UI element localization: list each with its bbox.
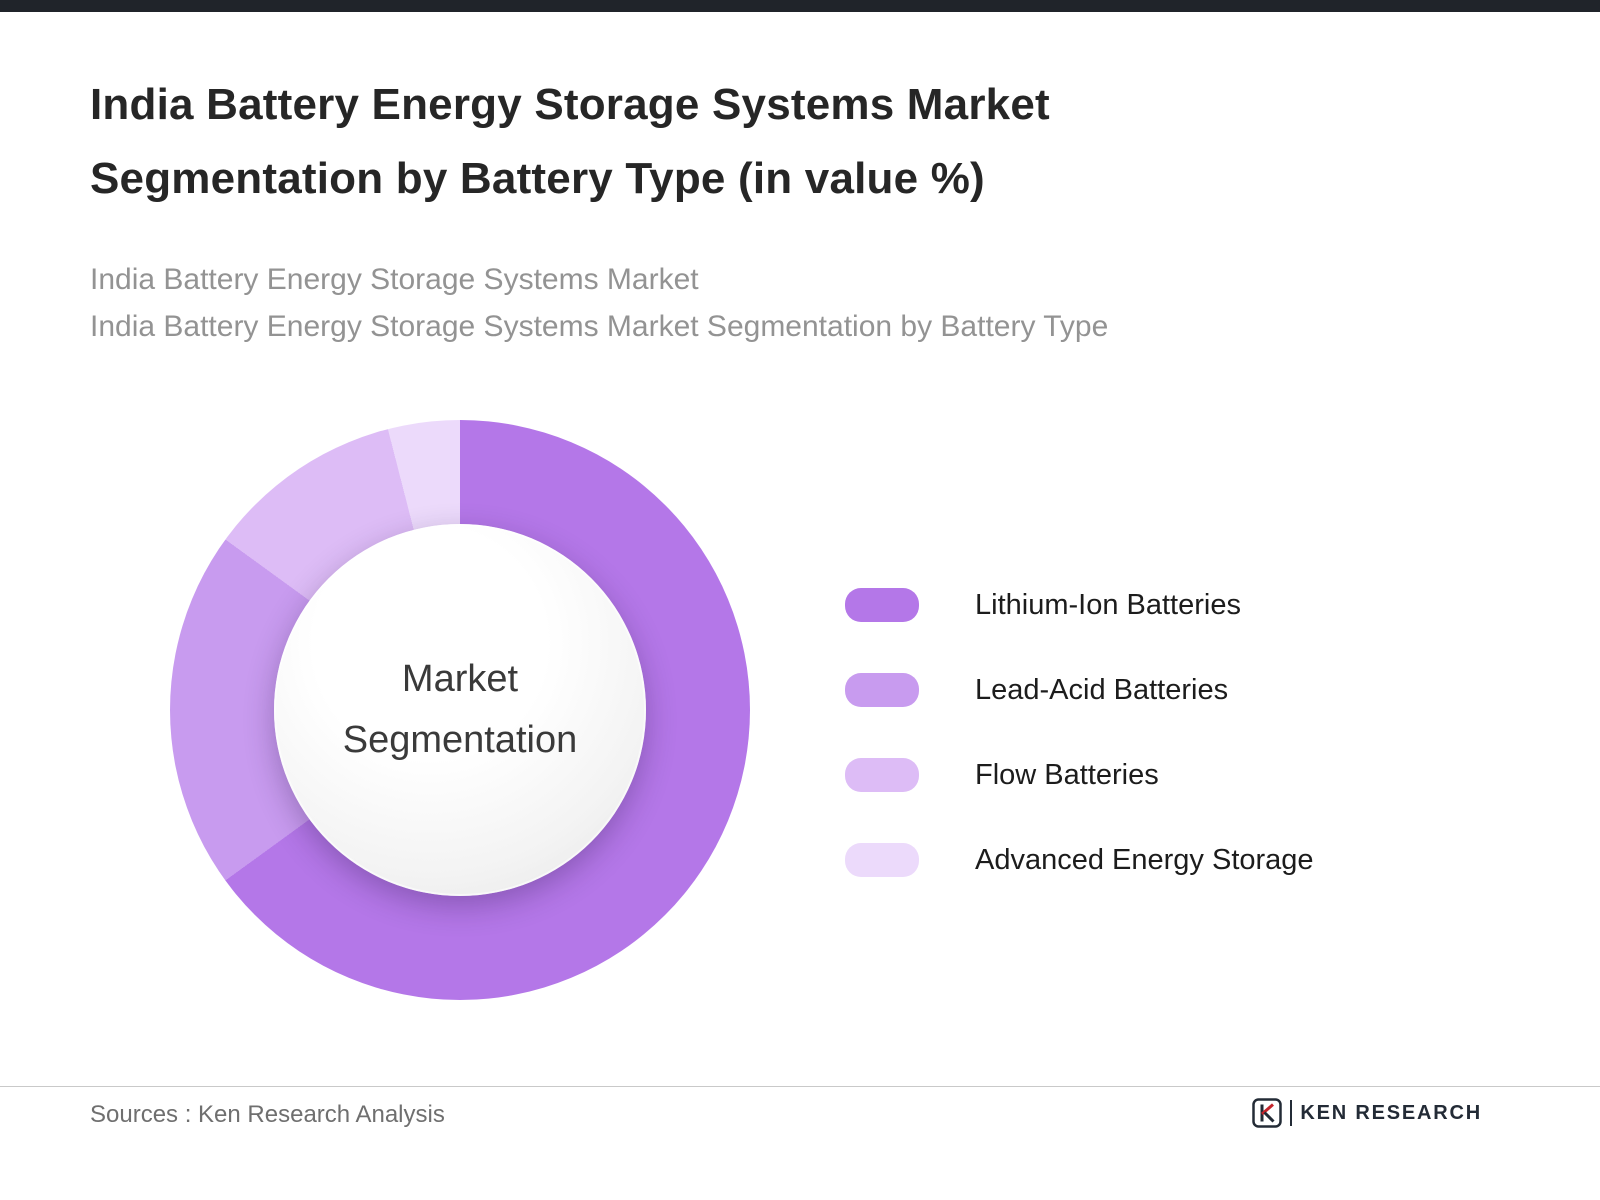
- subtitle-line-2: India Battery Energy Storage Systems Mar…: [90, 310, 1109, 344]
- chart-legend: Lithium-Ion Batteries Lead-Acid Batterie…: [845, 588, 1314, 877]
- sources-text: Sources : Ken Research Analysis: [90, 1101, 445, 1128]
- subtitle-line-1: India Battery Energy Storage Systems Mar…: [90, 263, 699, 296]
- legend-label-lead-acid: Lead-Acid Batteries: [975, 673, 1229, 706]
- legend-item-flow: Flow Batteries: [845, 758, 1314, 792]
- legend-item-lithium-ion: Lithium-Ion Batteries: [845, 588, 1314, 622]
- page-title: India Battery Energy Storage Systems Mar…: [90, 80, 1050, 203]
- donut-center: Market Segmentation: [274, 524, 646, 896]
- brand-name: KEN RESEARCH: [1300, 1101, 1482, 1124]
- legend-label-lithium-ion: Lithium-Ion Batteries: [975, 588, 1241, 621]
- legend-label-flow: Flow Batteries: [975, 758, 1159, 791]
- brand-logo: KEN RESEARCH: [1252, 1098, 1482, 1128]
- top-bar: [0, 0, 1600, 12]
- donut-chart: Market Segmentation: [170, 420, 750, 1000]
- legend-swatch-advanced: [845, 843, 919, 877]
- legend-swatch-lithium-ion: [845, 588, 919, 622]
- donut-center-label: Market Segmentation: [342, 658, 578, 761]
- ken-research-k-icon: [1252, 1098, 1283, 1128]
- legend-item-advanced: Advanced Energy Storage: [845, 843, 1314, 877]
- footer-divider: [0, 1086, 1600, 1087]
- brand-separator: [1290, 1100, 1293, 1126]
- legend-swatch-lead-acid: [845, 673, 919, 707]
- legend-item-lead-acid: Lead-Acid Batteries: [845, 673, 1314, 707]
- legend-label-advanced: Advanced Energy Storage: [975, 843, 1314, 876]
- subtitle-block: India Battery Energy Storage Systems Mar…: [90, 256, 1108, 350]
- legend-swatch-flow: [845, 758, 919, 792]
